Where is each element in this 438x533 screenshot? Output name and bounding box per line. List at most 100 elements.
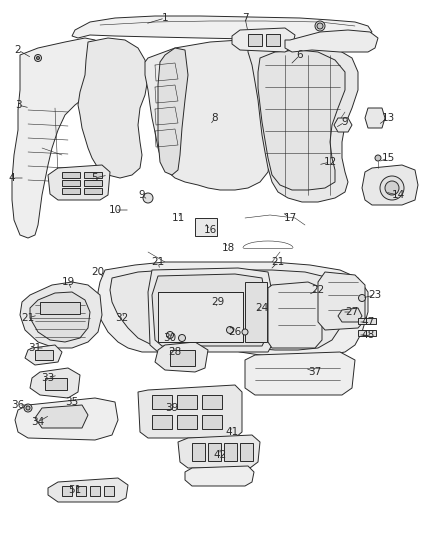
Bar: [177, 395, 197, 409]
Text: 41: 41: [226, 427, 239, 437]
Text: 2: 2: [15, 45, 21, 55]
Polygon shape: [178, 435, 260, 468]
Circle shape: [36, 56, 39, 60]
Text: 42: 42: [213, 450, 226, 460]
Bar: [248, 34, 262, 46]
Polygon shape: [285, 30, 378, 52]
Text: 27: 27: [346, 307, 359, 317]
Bar: [84, 180, 102, 186]
Text: 1: 1: [162, 13, 168, 23]
Text: 36: 36: [11, 400, 25, 410]
Bar: [62, 188, 80, 194]
Polygon shape: [20, 282, 102, 348]
Polygon shape: [248, 40, 358, 202]
Polygon shape: [12, 38, 108, 238]
Polygon shape: [25, 345, 62, 365]
Polygon shape: [158, 48, 188, 175]
Bar: [40, 302, 80, 314]
Text: 21: 21: [272, 257, 285, 267]
Circle shape: [226, 327, 233, 334]
Text: 11: 11: [171, 213, 185, 223]
Polygon shape: [152, 274, 265, 346]
Bar: [84, 172, 102, 178]
Polygon shape: [15, 398, 118, 440]
Circle shape: [143, 193, 153, 203]
Polygon shape: [318, 272, 365, 330]
Bar: [62, 486, 72, 496]
Polygon shape: [72, 16, 372, 40]
Text: 24: 24: [255, 303, 268, 313]
Text: 31: 31: [28, 343, 42, 353]
Text: 10: 10: [109, 205, 122, 215]
Text: 30: 30: [163, 333, 177, 343]
Bar: [84, 188, 102, 194]
Polygon shape: [338, 308, 362, 322]
Bar: [170, 350, 195, 366]
Bar: [158, 292, 243, 342]
Polygon shape: [232, 28, 295, 52]
Bar: [90, 486, 100, 496]
Circle shape: [317, 23, 323, 29]
Circle shape: [315, 21, 325, 31]
Polygon shape: [258, 50, 345, 190]
Polygon shape: [148, 268, 272, 352]
Polygon shape: [35, 405, 88, 428]
Circle shape: [242, 329, 248, 335]
Text: 18: 18: [221, 243, 235, 253]
Polygon shape: [334, 118, 352, 132]
Bar: [358, 330, 376, 336]
Circle shape: [24, 404, 32, 412]
Text: 17: 17: [283, 213, 297, 223]
Text: 47: 47: [361, 317, 374, 327]
Text: 20: 20: [92, 267, 105, 277]
Polygon shape: [48, 165, 110, 200]
Polygon shape: [145, 40, 278, 190]
Bar: [152, 395, 172, 409]
Polygon shape: [78, 38, 148, 178]
Bar: [245, 282, 267, 342]
Circle shape: [35, 54, 42, 61]
Bar: [62, 172, 80, 178]
Polygon shape: [110, 270, 348, 350]
Polygon shape: [362, 165, 418, 205]
Text: 35: 35: [65, 397, 79, 407]
Polygon shape: [30, 292, 90, 342]
Polygon shape: [185, 466, 254, 486]
Bar: [192, 443, 205, 461]
Text: 13: 13: [381, 113, 395, 123]
Text: 34: 34: [32, 417, 45, 427]
Text: 9: 9: [342, 117, 348, 127]
Bar: [35, 350, 53, 360]
Text: 3: 3: [15, 100, 21, 110]
Text: 26: 26: [228, 327, 242, 337]
Text: 12: 12: [323, 157, 337, 167]
Text: 32: 32: [115, 313, 129, 323]
Bar: [240, 443, 253, 461]
Text: 4: 4: [9, 173, 15, 183]
Polygon shape: [155, 342, 208, 372]
Bar: [177, 415, 197, 429]
Text: 7: 7: [242, 13, 248, 23]
Text: 9: 9: [139, 190, 145, 200]
Polygon shape: [48, 478, 128, 502]
Circle shape: [385, 181, 399, 195]
Bar: [76, 486, 86, 496]
Circle shape: [380, 176, 404, 200]
Circle shape: [166, 332, 173, 338]
Bar: [152, 415, 172, 429]
Text: 14: 14: [392, 190, 405, 200]
Bar: [266, 34, 280, 46]
Text: 23: 23: [368, 290, 381, 300]
Circle shape: [179, 335, 186, 342]
Circle shape: [375, 155, 381, 161]
Polygon shape: [268, 282, 322, 348]
Text: 28: 28: [168, 347, 182, 357]
Polygon shape: [138, 385, 242, 438]
Bar: [224, 443, 237, 461]
Polygon shape: [245, 352, 355, 395]
Text: 21: 21: [21, 313, 35, 323]
Text: 37: 37: [308, 367, 321, 377]
Text: 8: 8: [212, 113, 218, 123]
Bar: [208, 443, 221, 461]
Text: 33: 33: [41, 373, 55, 383]
